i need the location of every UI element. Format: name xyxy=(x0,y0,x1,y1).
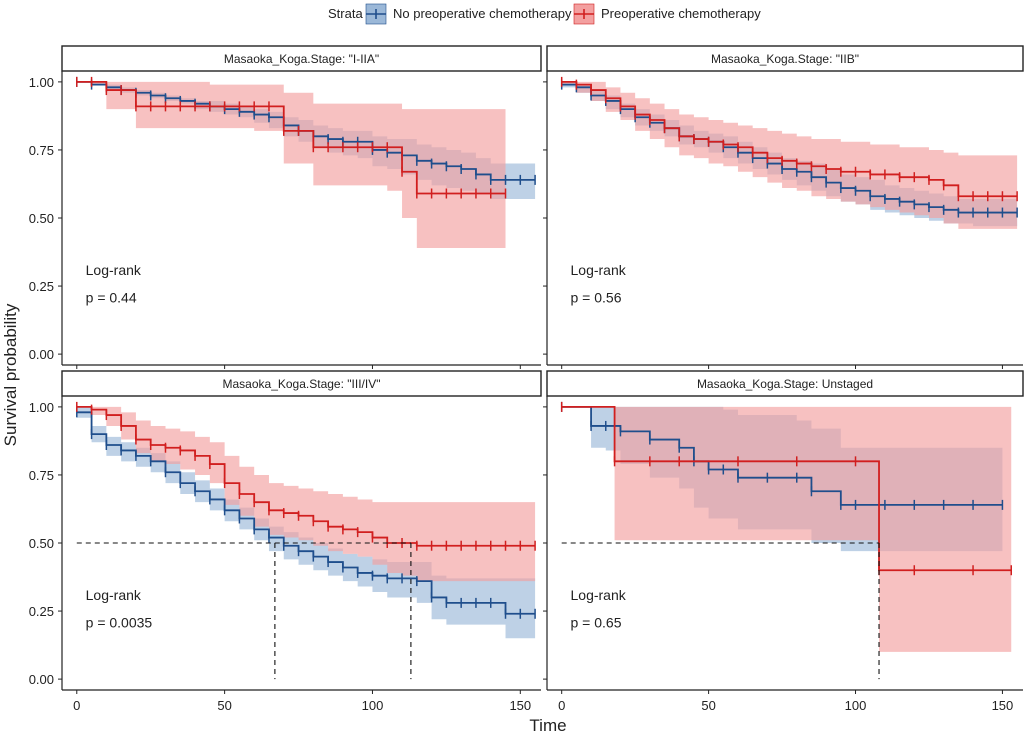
x-tick-label: 100 xyxy=(845,698,867,713)
facet-strip-label: Masaoka_Koga.Stage: "III/IV" xyxy=(223,377,381,391)
y-tick-label: 0.50 xyxy=(29,211,54,226)
y-tick-label: 0.25 xyxy=(29,604,54,619)
y-tick-label: 0.00 xyxy=(29,347,54,362)
logrank-pvalue: p = 0.44 xyxy=(86,289,137,305)
legend-title: Strata xyxy=(328,6,363,21)
panel-2: Masaoka_Koga.Stage: "III/IV" 0.00 0.25 0.50… xyxy=(29,370,542,713)
panel-1: Masaoka_Koga.Stage: "IIB" Log-rank p = 0.5… xyxy=(543,45,1024,369)
facet-strip xyxy=(546,370,1024,397)
y-tick-label: 0.25 xyxy=(29,279,54,294)
ci-band-chemo xyxy=(76,81,506,248)
y-tick-label: 0.50 xyxy=(29,536,54,551)
plot-area xyxy=(560,76,1018,229)
logrank-pvalue: p = 0.65 xyxy=(571,614,622,630)
facet-strip-label: Masaoka_Koga.Stage: "I-IIA" xyxy=(224,52,379,66)
facet-strip xyxy=(61,45,542,72)
panels: Masaoka_Koga.Stage: "I-IIA" 0.00 0.25 0.50 0… xyxy=(29,45,1024,713)
facet-strip-label: Masaoka_Koga.Stage: "IIB" xyxy=(711,52,859,66)
y-tick-label: 0.00 xyxy=(29,672,54,687)
x-tick-label: 50 xyxy=(701,698,715,713)
facet-strip-label: Masaoka_Koga.Stage: Unstaged xyxy=(697,377,873,391)
facet-strip xyxy=(546,45,1024,72)
plot-area xyxy=(76,401,536,639)
x-tick-label: 150 xyxy=(992,698,1014,713)
legend-entry-no-chemo: No preoperative chemotherapy xyxy=(393,6,572,21)
plot-area xyxy=(560,401,1012,652)
legend: Strata No preoperative chemotherapy Preo… xyxy=(328,3,761,25)
logrank-label: Log-rank xyxy=(86,587,142,603)
y-axis-title: Survival probability xyxy=(1,303,20,446)
facet-strip xyxy=(61,370,542,397)
logrank-label: Log-rank xyxy=(571,262,627,278)
logrank-label: Log-rank xyxy=(86,262,142,278)
ci-band-chemo xyxy=(561,406,1012,652)
y-tick-label: 1.00 xyxy=(29,75,54,90)
panel-3: Masaoka_Koga.Stage: Unstaged 0 50 100 150 Log… xyxy=(543,370,1024,713)
x-tick-label: 0 xyxy=(558,698,565,713)
logrank-label: Log-rank xyxy=(571,587,627,603)
ci-band-chemo xyxy=(561,81,1018,229)
x-axis-title: Time xyxy=(529,716,566,734)
x-tick-label: 100 xyxy=(362,698,384,713)
legend-entry-chemo: Preoperative chemotherapy xyxy=(601,6,761,21)
y-tick-label: 1.00 xyxy=(29,400,54,415)
panel-0: Masaoka_Koga.Stage: "I-IIA" 0.00 0.25 0.50 0… xyxy=(29,45,542,369)
x-tick-label: 150 xyxy=(509,698,531,713)
logrank-pvalue: p = 0.0035 xyxy=(86,614,153,630)
plot-area xyxy=(76,76,536,248)
y-tick-label: 0.75 xyxy=(29,468,54,483)
x-tick-label: 0 xyxy=(73,698,80,713)
x-tick-label: 50 xyxy=(217,698,231,713)
logrank-pvalue: p = 0.56 xyxy=(571,289,622,305)
y-tick-label: 0.75 xyxy=(29,143,54,158)
